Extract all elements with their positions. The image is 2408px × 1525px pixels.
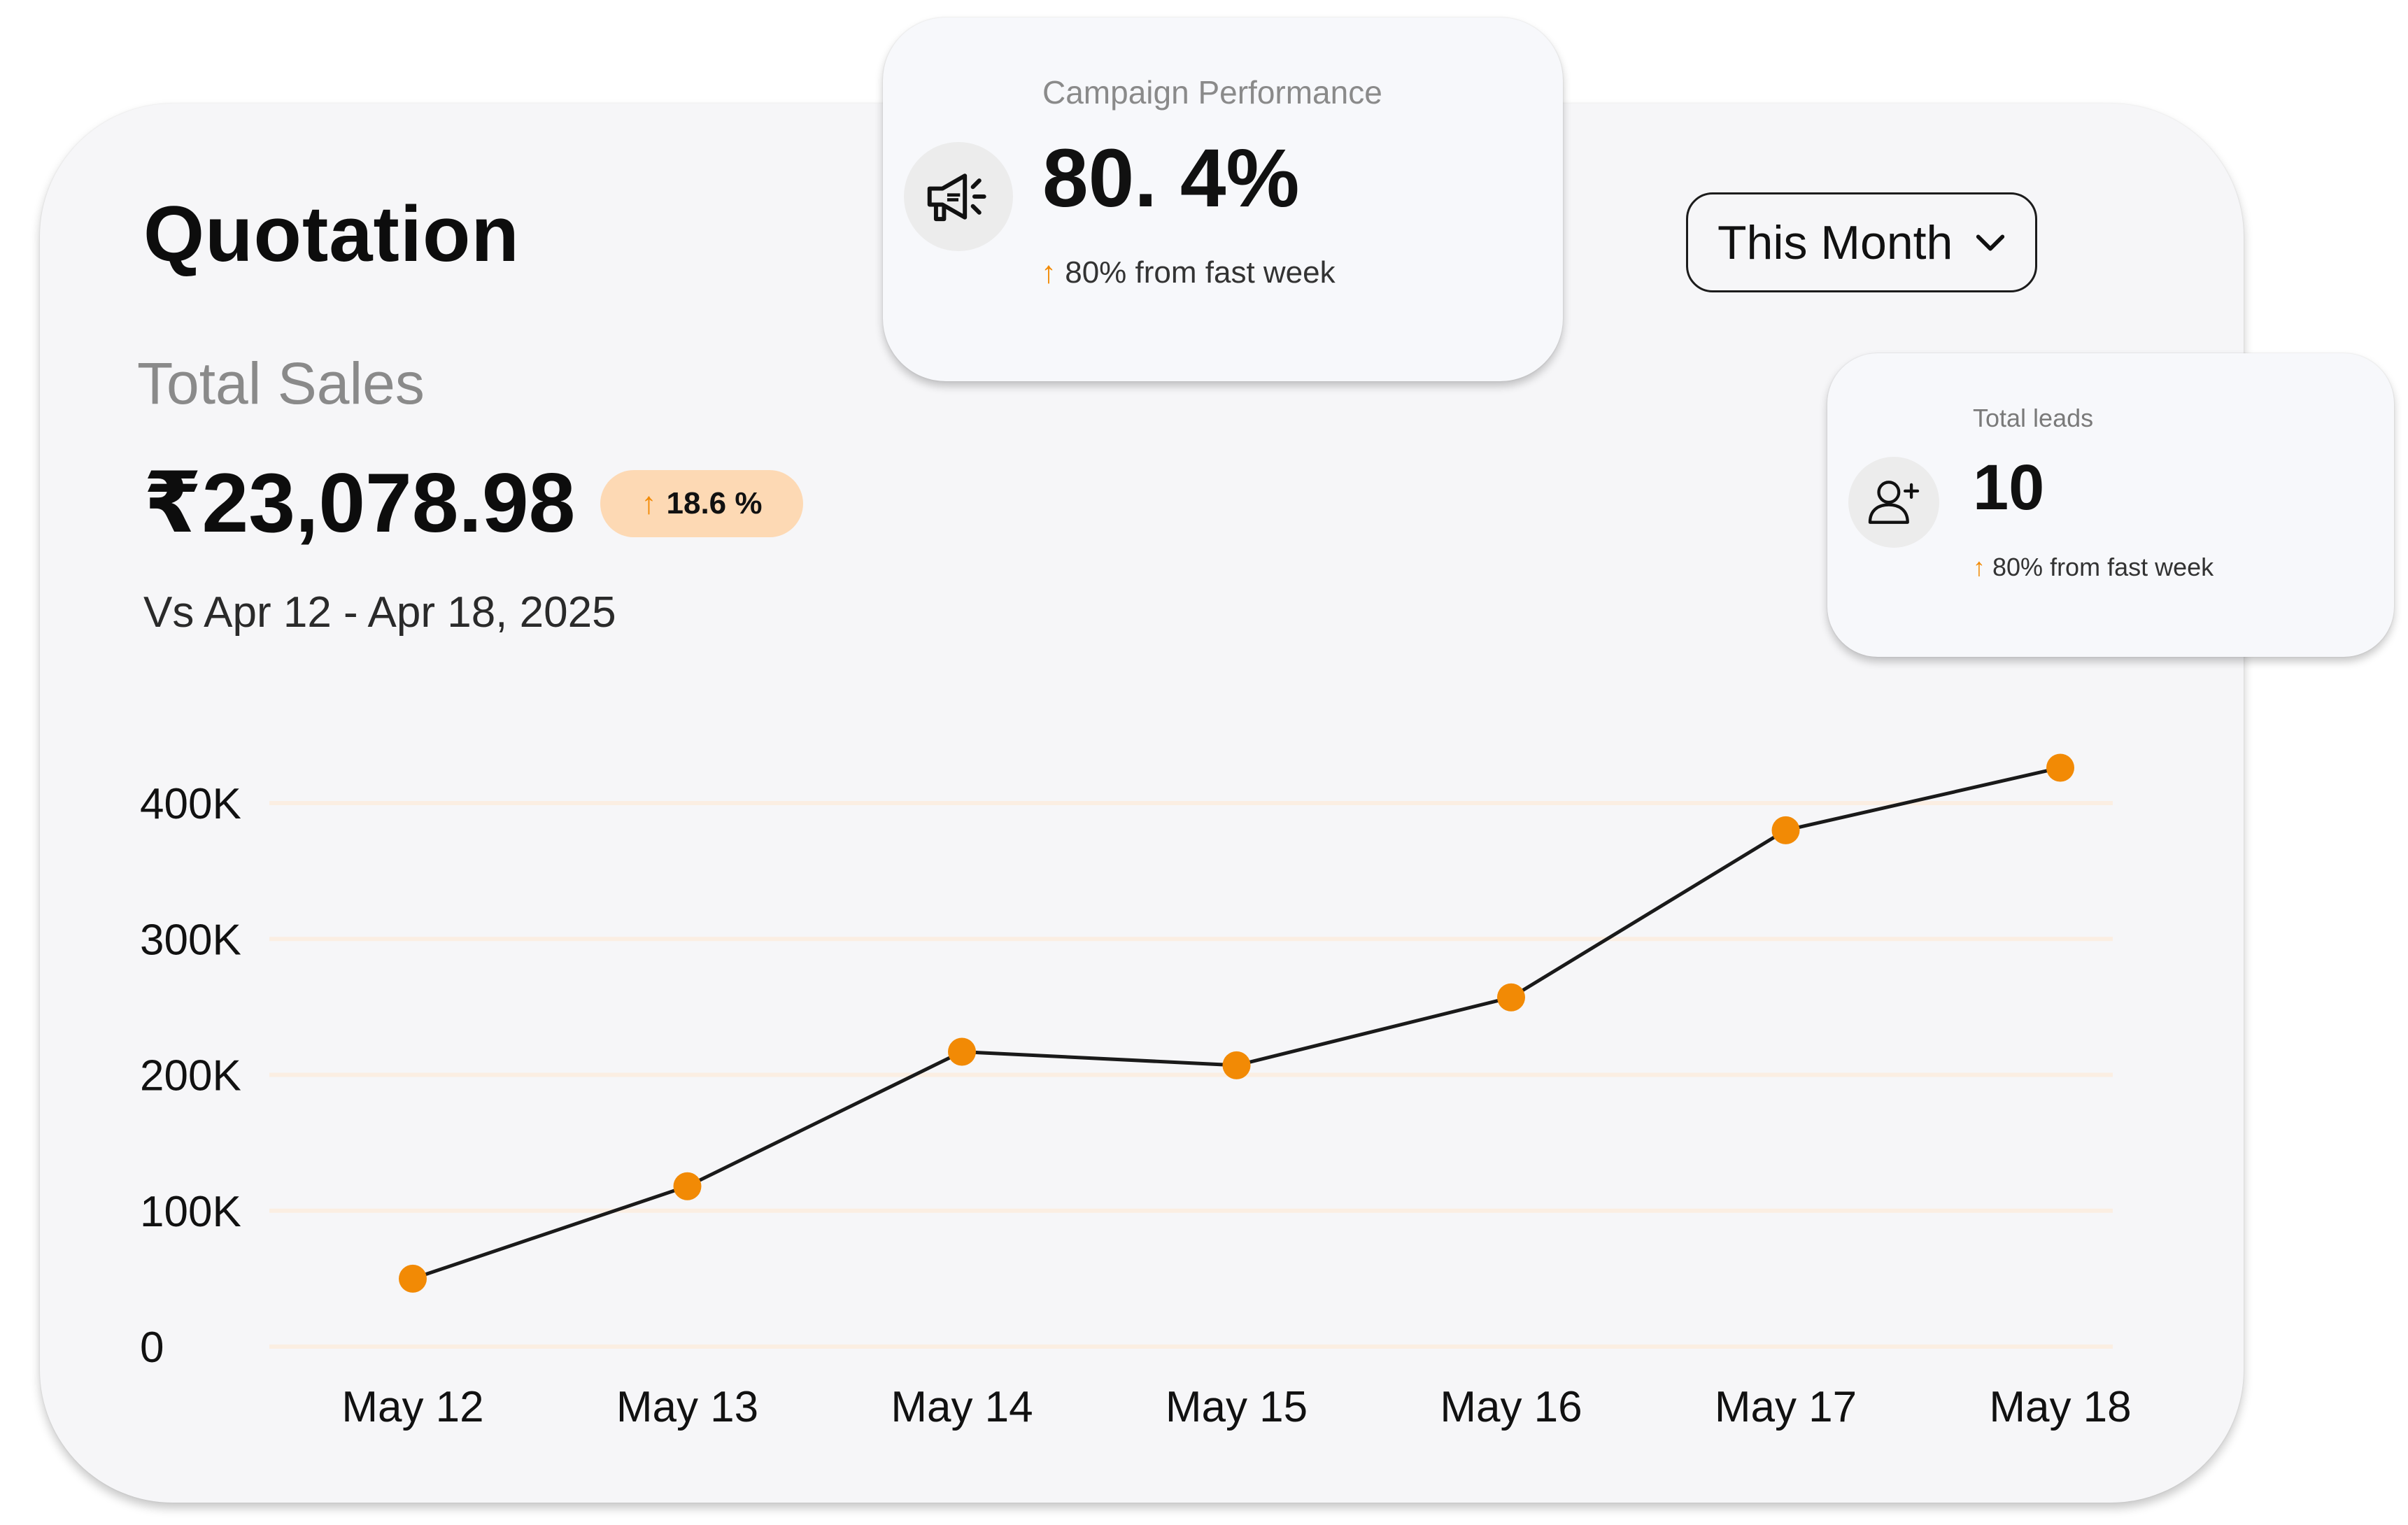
x-tick-label: May 18 [1989,1383,2131,1431]
total-leads-card: Total leads 10 ↑ 80% from fast week [1827,353,2394,657]
arrow-up-icon: ↑ [641,486,657,520]
data-point[interactable] [2046,753,2074,782]
total-leads-delta: ↑ 80% from fast week [1973,553,2214,582]
x-tick-label: May 14 [891,1383,1033,1431]
x-tick-label: May 15 [1166,1383,1308,1431]
data-point[interactable] [948,1037,976,1066]
period-dropdown-label: This Month [1718,215,1953,269]
campaign-performance-delta: ↑ 80% from fast week [1041,255,1336,290]
data-point[interactable] [1497,983,1525,1012]
campaign-performance-label: Campaign Performance [1042,74,1382,111]
y-tick-label: 100K [140,1188,241,1236]
data-point[interactable] [673,1172,702,1200]
sales-series-line [412,766,2061,1281]
total-sales-amount: ₹23,078.98 [143,456,576,550]
page-title: Quotation [143,190,520,278]
data-point[interactable] [1222,1051,1251,1079]
x-tick-label: May 13 [616,1383,758,1431]
campaign-performance-card: Campaign Performance 80. 4% ↑ 80% from f… [883,17,1563,381]
change-badge: ↑ 18.6 % [600,470,803,537]
chevron-down-icon [1976,234,2005,250]
campaign-delta-text: 80% from fast week [1065,255,1336,290]
y-tick-label: 0 [140,1324,164,1372]
total-leads-label: Total leads [1973,404,2094,432]
arrow-up-icon: ↑ [1973,553,1985,581]
comparison-range: Vs Apr 12 - Apr 18, 2025 [143,588,616,637]
campaign-icon-container [904,142,1013,251]
period-dropdown[interactable]: This Month [1686,192,2037,292]
add-user-icon [1868,481,1920,524]
x-tick-label: May 16 [1440,1383,1582,1431]
x-tick-label: May 12 [341,1383,483,1431]
data-point[interactable] [1771,816,1800,844]
leads-icon-container [1848,457,1939,548]
y-tick-label: 300K [140,916,241,964]
arrow-up-icon: ↑ [1041,255,1056,290]
change-badge-value: 18.6 % [666,486,763,520]
total-sales-label: Total Sales [137,350,425,416]
x-tick-label: May 17 [1715,1383,1857,1431]
y-tick-label: 200K [140,1052,241,1100]
y-tick-label: 400K [140,780,241,828]
leads-delta-text: 80% from fast week [1992,553,2214,581]
data-point[interactable] [399,1264,427,1293]
total-leads-value: 10 [1973,452,2045,523]
megaphone-icon [927,173,986,222]
campaign-performance-value: 80. 4% [1042,132,1300,225]
